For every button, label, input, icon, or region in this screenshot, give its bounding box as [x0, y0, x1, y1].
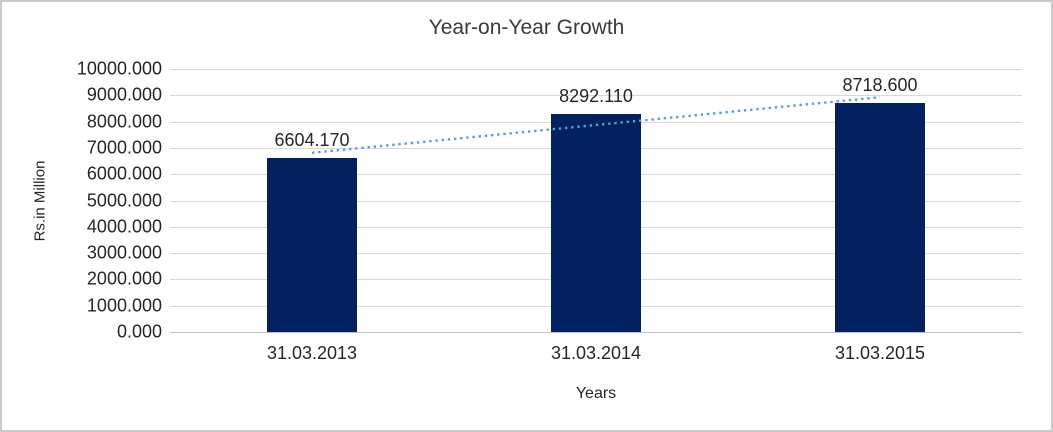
y-tick-label: 4000.000 [86, 216, 162, 237]
y-axis-tick-labels: 10000.000 9000.000 8000.000 7000.000 6000.00… [2, 59, 162, 342]
y-tick-label: 1000.000 [86, 295, 162, 316]
y-tick-label: 8000.000 [86, 111, 162, 132]
bar [551, 114, 641, 332]
gridline [170, 95, 1022, 96]
y-tick-label: 3000.000 [86, 242, 162, 263]
plot-area: 6604.170 8292.110 8718.600 [170, 69, 1022, 333]
bar-value-label: 8292.110 [559, 86, 633, 106]
y-tick-label: 5000.000 [86, 190, 162, 211]
x-axis-title: Years [575, 385, 617, 402]
y-tick-label: 9000.000 [86, 84, 162, 105]
gridline [170, 69, 1022, 70]
y-tick-label: 0.000 [116, 321, 162, 342]
x-axis-tick-labels: 31.03.2013 31.03.2014 31.03.2015 [170, 343, 1022, 367]
x-tick-label: 31.03.2015 [834, 343, 926, 363]
y-tick-label: 7000.000 [86, 137, 162, 158]
y-tick-label: 10000.000 [76, 58, 162, 79]
bar-value-label: 6604.170 [274, 130, 350, 150]
x-tick-label: 31.03.2013 [266, 343, 358, 363]
bar-value-label: 8718.600 [842, 75, 918, 95]
chart-title: Year-on-Year Growth [428, 16, 625, 39]
x-axis-line [170, 332, 1022, 333]
y-tick-label: 6000.000 [86, 163, 162, 184]
y-tick-label: 2000.000 [86, 268, 162, 289]
trendline-dotted [311, 95, 881, 154]
x-tick-label: 31.03.2014 [550, 343, 642, 363]
bar [835, 103, 925, 332]
bar [267, 158, 357, 332]
